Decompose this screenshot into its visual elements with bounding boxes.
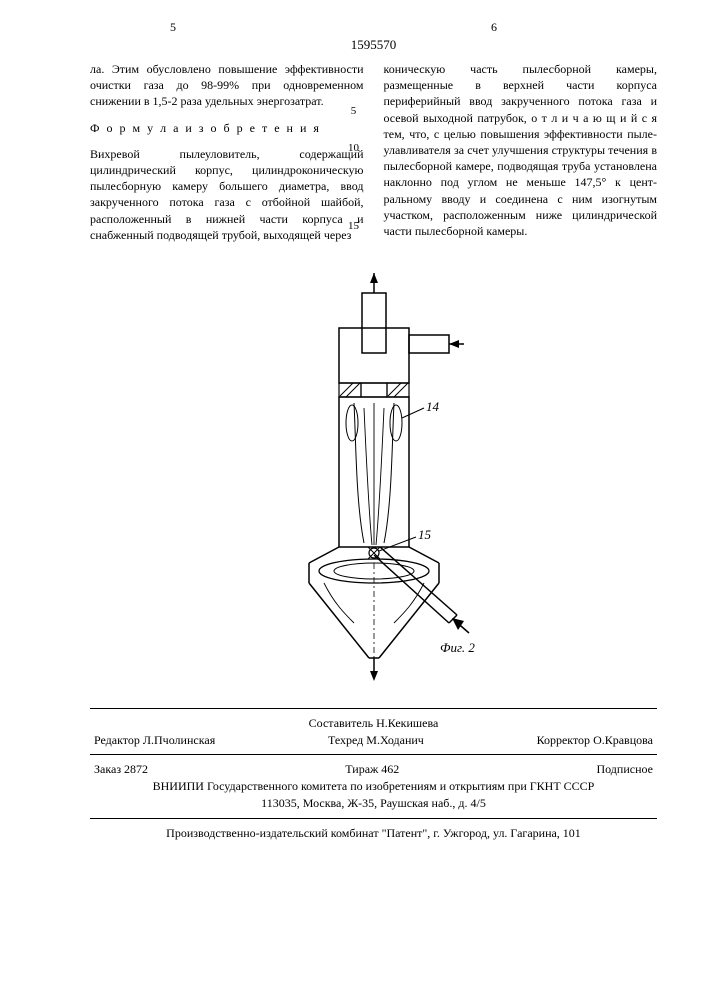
corrector: Корректор О.Кравцова bbox=[537, 732, 653, 749]
figure-label-15: 15 bbox=[418, 527, 432, 542]
podpisnoe: Подписное bbox=[596, 761, 653, 778]
line-marker-15: 15 bbox=[348, 220, 359, 232]
left-column: ла. Этим обусловлено повышение эффек­тив… bbox=[90, 61, 364, 243]
techred: Техред М.Ходанич bbox=[328, 732, 424, 749]
divider-3 bbox=[90, 818, 657, 819]
vniipi-line: ВНИИПИ Государственного комитета по изоб… bbox=[90, 778, 657, 795]
patent-number: 1595570 bbox=[90, 37, 657, 53]
line-marker-5: 5 bbox=[351, 105, 357, 117]
figure-2: 14 15 bbox=[90, 273, 657, 688]
order-row: Заказ 2872 Тираж 462 Подписное bbox=[90, 761, 657, 778]
address-line: 113035, Москва, Ж-35, Раушская наб., д. … bbox=[90, 795, 657, 812]
figure-label-14: 14 bbox=[426, 399, 440, 414]
order-number: Заказ 2872 bbox=[94, 761, 148, 778]
page-container: 5 6 1595570 5 10 15 ла. Этим обусловлено… bbox=[0, 0, 707, 842]
compiler-line: Составитель Н.Кекишева bbox=[90, 715, 657, 732]
formula-title: Ф о р м у л а и з о б р е т е н и я bbox=[90, 120, 364, 136]
left-paragraph-1: ла. Этим обусловлено повышение эффек­тив… bbox=[90, 61, 364, 110]
factory-line: Производственно-издательский комбинат "П… bbox=[90, 825, 657, 842]
figure-svg: 14 15 bbox=[244, 273, 504, 683]
credits-row: Редактор Л.Пчолинская Техред М.Ходанич К… bbox=[90, 732, 657, 749]
column-headers: 5 6 bbox=[90, 20, 657, 35]
editor: Редактор Л.Пчолинская bbox=[94, 732, 215, 749]
text-columns: ла. Этим обусловлено повышение эффек­тив… bbox=[90, 61, 657, 243]
line-marker-10: 10 bbox=[348, 142, 359, 154]
right-column: коническую часть пылесборной камеры, раз… bbox=[384, 61, 658, 243]
figure-caption: Фиг. 2 bbox=[440, 640, 475, 656]
left-paragraph-2: Вихревой пылеуловитель, содержа­щий цили… bbox=[90, 146, 364, 243]
hatched-washer bbox=[339, 383, 409, 397]
footer-block: Составитель Н.Кекишева Редактор Л.Пчолин… bbox=[90, 708, 657, 842]
tirage: Тираж 462 bbox=[345, 761, 399, 778]
divider-2 bbox=[90, 754, 657, 755]
divider-1 bbox=[90, 708, 657, 709]
col-num-right: 6 bbox=[491, 20, 497, 35]
right-paragraph: коническую часть пылесборной камеры, раз… bbox=[384, 61, 658, 239]
col-num-left: 5 bbox=[170, 20, 176, 35]
